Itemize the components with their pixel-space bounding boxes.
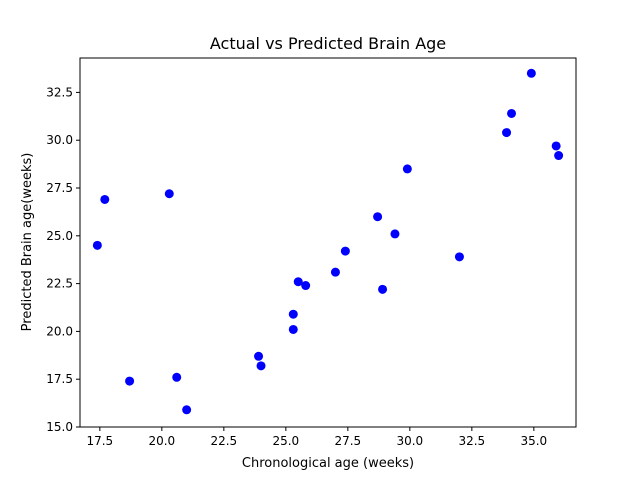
x-tick-label: 25.0 [272,434,299,448]
scatter-point [172,372,182,382]
scatter-point [254,351,264,361]
scatter-point [301,281,311,291]
scatter-point [125,376,135,386]
x-tick-label: 27.5 [334,434,361,448]
scatter-point [92,240,102,250]
x-tick-label: 32.5 [458,434,485,448]
scatter-point [526,68,536,78]
scatter-point [340,246,350,256]
scatter-point [373,212,383,222]
y-tick-label: 30.0 [46,133,73,147]
scatter-point [378,284,388,294]
x-tick-label: 30.0 [396,434,423,448]
scatter-point [402,164,412,174]
scatter-point [502,128,512,138]
x-tick-label: 20.0 [148,434,175,448]
scatter-point [390,229,400,239]
y-axis-label: Predicted Brain age(weeks) [20,153,35,332]
y-tick-label: 15.0 [46,420,73,434]
scatter-point [454,252,464,262]
scatter-point [293,277,303,287]
chart-title: Actual vs Predicted Brain Age [210,34,446,53]
y-tick-label: 27.5 [46,181,73,195]
scatter-point [182,405,192,415]
y-tick-label: 25.0 [46,229,73,243]
scatter-point [164,189,174,199]
scatter-point [330,267,340,277]
scatter-point [554,151,564,161]
ticks-layer: 17.5 20.0 22.5 25.0 27.5 30.0 32.5 35.0 15.0 17.5… [46,85,547,448]
scatter-point [256,361,266,371]
y-tick-label: 32.5 [46,85,73,99]
x-tick-label: 22.5 [210,434,237,448]
scatter-point [551,141,561,151]
x-axis-label: Chronological age (weeks) [242,456,414,471]
y-tick-label: 22.5 [46,277,73,291]
plot-area-frame [79,57,577,428]
x-tick-label: 35.0 [520,434,547,448]
x-tick-label: 17.5 [86,434,113,448]
y-tick-label: 20.0 [46,324,73,338]
scatter-point [100,194,110,204]
scatter-point [288,309,298,319]
y-tick-label: 17.5 [46,372,73,386]
points-layer [92,68,564,415]
scatter-point [507,108,517,118]
scatter-point [288,324,298,334]
